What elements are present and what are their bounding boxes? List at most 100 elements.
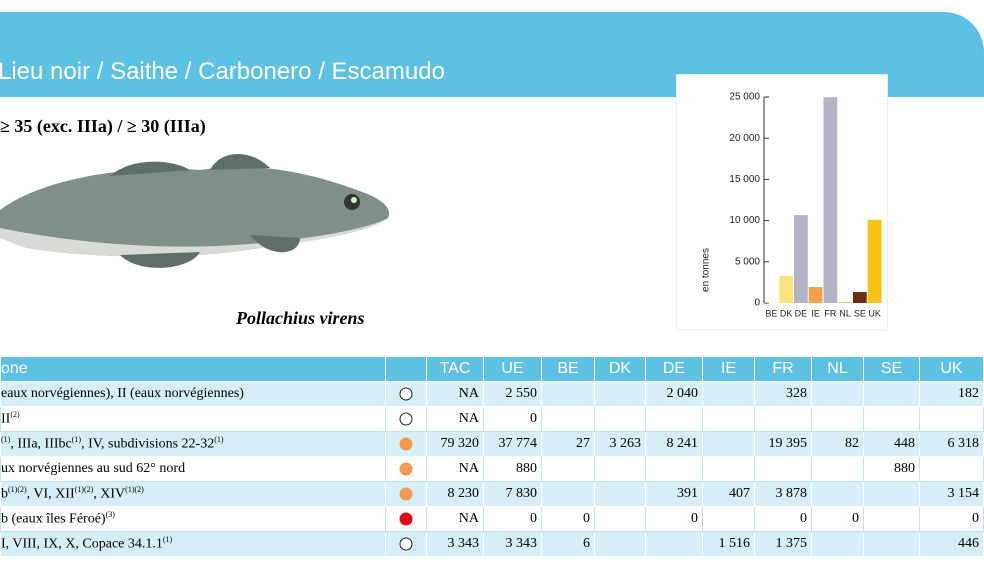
value-cell: 391 [645, 481, 703, 507]
zone-text: (1) [1, 435, 11, 445]
marker-cell [385, 406, 427, 432]
status-marker [399, 537, 413, 551]
value-cell [811, 381, 864, 407]
marker-dot [399, 462, 413, 476]
bar [779, 276, 793, 303]
value-cell: 448 [863, 431, 920, 457]
marker-cell [385, 431, 427, 457]
value-cell: 1 516 [702, 531, 755, 557]
value-cell: 3 343 [426, 531, 484, 557]
value-cell: 6 318 [919, 431, 984, 457]
value-cell [811, 456, 864, 482]
zone-text: (1)(2) [8, 485, 27, 495]
y-tick-label: 20 000 [729, 133, 760, 144]
value-cell [541, 481, 595, 507]
value-cell [863, 481, 920, 507]
value-cell [811, 481, 864, 507]
value-cell: 2 550 [483, 381, 542, 407]
value-cell [702, 456, 755, 482]
value-cell: NA [426, 456, 484, 482]
column-header: SE [863, 356, 920, 382]
zone-cell: ux norvégiennes au sud 62° nord [0, 456, 386, 482]
fish-image [0, 153, 390, 268]
y-tick-label: 5 000 [735, 256, 760, 267]
table-row: b (eaux îles Féroé)(3) NA 0 0 0 0 0 0 [0, 506, 984, 532]
zone-text: , XIV [93, 486, 126, 502]
chart: en tonnes 0 5 000 10 000 15 000 20 000 25 000… [676, 74, 888, 330]
marker-dot [399, 512, 413, 526]
value-cell: NA [426, 406, 484, 432]
x-tick-label: FR [824, 308, 836, 318]
value-cell [645, 406, 703, 432]
zone-text: (1) [71, 435, 82, 445]
value-cell: 0 [483, 506, 542, 532]
value-cell: 0 [645, 506, 703, 532]
x-tick-label: SE [854, 308, 866, 318]
zone-cell: II(2) [0, 406, 386, 432]
value-cell: 407 [702, 481, 755, 507]
value-cell [919, 456, 984, 482]
x-tick-label: NL [839, 308, 851, 318]
value-cell [594, 481, 646, 507]
value-cell: 7 830 [483, 481, 542, 507]
table-row: ux norvégiennes au sud 62° nord NA 880 880 [0, 456, 984, 482]
value-cell [702, 381, 755, 407]
value-cell: 8 241 [645, 431, 703, 457]
value-cell [541, 381, 595, 407]
value-cell: 0 [754, 506, 812, 532]
value-cell: 3 343 [483, 531, 542, 557]
value-cell: NA [426, 381, 484, 407]
zone-text: , IIIa, IIIbc [10, 436, 72, 452]
status-marker [399, 512, 413, 526]
marker-dot [399, 537, 413, 551]
column-header: TAC [426, 356, 484, 382]
value-cell: 3 263 [594, 431, 646, 457]
marker-cell [385, 531, 427, 557]
value-cell: 1 375 [754, 531, 812, 557]
value-cell [754, 406, 812, 432]
status-marker [399, 412, 413, 426]
banner: Lieu noir / Saithe / Carbonero / Escamud… [0, 12, 984, 97]
value-cell [811, 531, 864, 557]
zone-text: II [1, 411, 11, 427]
y-axis-label: en tonnes [701, 248, 712, 292]
value-cell: 79 320 [426, 431, 484, 457]
bar [808, 287, 823, 303]
x-tick-label: IE [811, 308, 820, 318]
zone-text: I, VIII, IX, X, Copace 34.1.1 [1, 536, 163, 552]
y-tick-label: 25 000 [729, 92, 760, 103]
value-cell [645, 531, 703, 557]
zone-cell: b(1)(2), VI, XII(1)(2), XIV(1)(2) [0, 481, 386, 507]
column-header: DE [645, 356, 703, 382]
value-cell: 2 040 [645, 381, 703, 407]
x-tick-label: DK [780, 308, 793, 318]
zone-text: (2) [10, 410, 20, 420]
zone-text: (3) [105, 510, 115, 520]
value-cell: 6 [541, 531, 595, 557]
value-cell [594, 506, 646, 532]
column-header: one [0, 356, 386, 382]
bar [867, 219, 882, 303]
value-cell [645, 456, 703, 482]
zone-text: b (eaux îles Féroé) [1, 511, 106, 527]
zone-text: ux norvégiennes au sud 62° nord [1, 461, 186, 476]
value-cell: 446 [919, 531, 984, 557]
value-cell [702, 506, 755, 532]
table-row: b(1)(2), VI, XII(1)(2), XIV(1)(2) 8 230 7 … [0, 481, 984, 507]
zone-cell: I, VIII, IX, X, Copace 34.1.1(1) [0, 531, 386, 557]
value-cell [702, 431, 755, 457]
value-cell: 328 [754, 381, 812, 407]
value-cell: 8 230 [426, 481, 484, 507]
marker-cell [385, 506, 427, 532]
value-cell [702, 406, 755, 432]
zone-text: , IV, subdivisions 22-32 [81, 436, 215, 452]
x-tick-label: DE [795, 308, 808, 318]
value-cell [863, 531, 920, 557]
zone-text: (1)(2) [74, 485, 94, 495]
value-cell [541, 456, 595, 482]
column-header: UK [919, 356, 984, 382]
zone-cell: (1), IIIa, IIIbc(1), IV, subdivisions 22… [0, 431, 386, 457]
value-cell: 0 [919, 506, 984, 532]
value-cell: 3 878 [754, 481, 812, 507]
